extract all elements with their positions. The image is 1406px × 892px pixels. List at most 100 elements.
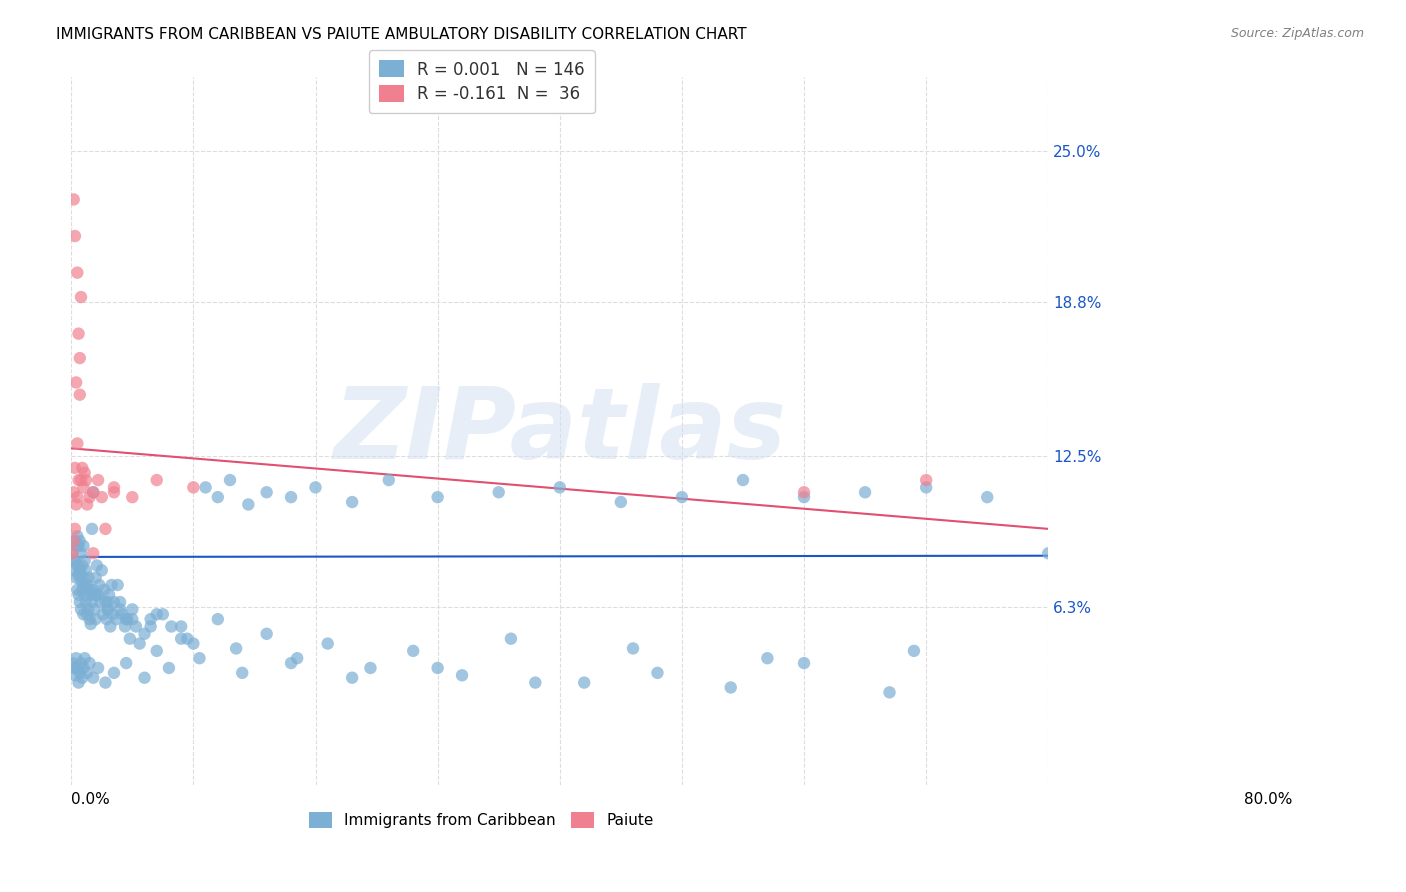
- Point: [67, 568, 90, 582]
- Point: [188, 651, 211, 665]
- Point: [90, 563, 112, 577]
- Point: [69, 351, 91, 365]
- Point: [671, 490, 693, 504]
- Point: [225, 641, 247, 656]
- Point: [152, 607, 174, 622]
- Point: [731, 473, 754, 487]
- Point: [72, 480, 94, 494]
- Point: [160, 619, 183, 633]
- Point: [70, 461, 93, 475]
- Point: [84, 571, 107, 585]
- Point: [94, 675, 117, 690]
- Point: [115, 656, 138, 670]
- Point: [105, 612, 128, 626]
- Point: [67, 326, 90, 341]
- Point: [93, 582, 115, 597]
- Point: [488, 485, 510, 500]
- Point: [67, 588, 90, 602]
- Point: [82, 582, 104, 597]
- Point: [63, 534, 86, 549]
- Point: [69, 563, 91, 577]
- Point: [67, 473, 90, 487]
- Point: [75, 595, 97, 609]
- Point: [97, 602, 120, 616]
- Point: [183, 636, 205, 650]
- Point: [176, 632, 198, 646]
- Point: [77, 602, 100, 616]
- Point: [548, 480, 571, 494]
- Point: [77, 571, 100, 585]
- Point: [66, 558, 89, 573]
- Point: [87, 473, 110, 487]
- Point: [90, 490, 112, 504]
- Point: [170, 619, 193, 633]
- Point: [94, 522, 117, 536]
- Point: [94, 595, 117, 609]
- Point: [207, 612, 229, 626]
- Point: [1038, 546, 1060, 560]
- Point: [145, 644, 167, 658]
- Point: [66, 582, 89, 597]
- Point: [194, 480, 217, 494]
- Point: [97, 602, 120, 616]
- Point: [340, 671, 363, 685]
- Point: [72, 539, 94, 553]
- Point: [63, 229, 86, 244]
- Point: [139, 612, 162, 626]
- Point: [75, 563, 97, 577]
- Point: [89, 578, 111, 592]
- Point: [793, 490, 815, 504]
- Point: [108, 602, 131, 616]
- Point: [118, 632, 141, 646]
- Point: [280, 656, 302, 670]
- Point: [145, 607, 167, 622]
- Point: [66, 266, 89, 280]
- Point: [75, 578, 97, 592]
- Point: [793, 485, 815, 500]
- Point: [86, 558, 108, 573]
- Point: [70, 290, 93, 304]
- Point: [280, 490, 302, 504]
- Point: [915, 480, 938, 494]
- Point: [256, 485, 278, 500]
- Point: [76, 578, 98, 592]
- Point: [170, 632, 193, 646]
- Point: [70, 573, 93, 587]
- Point: [524, 675, 547, 690]
- Point: [610, 495, 633, 509]
- Point: [72, 661, 94, 675]
- Point: [70, 546, 93, 560]
- Point: [75, 473, 97, 487]
- Text: ZIPatlas: ZIPatlas: [333, 383, 786, 480]
- Point: [90, 595, 112, 609]
- Point: [62, 661, 84, 675]
- Point: [69, 595, 91, 609]
- Point: [70, 558, 93, 573]
- Point: [101, 607, 124, 622]
- Point: [83, 602, 105, 616]
- Point: [378, 473, 401, 487]
- Point: [82, 485, 104, 500]
- Point: [304, 480, 326, 494]
- Point: [79, 582, 101, 597]
- Point: [69, 665, 91, 680]
- Point: [62, 193, 84, 207]
- Point: [76, 665, 98, 680]
- Point: [134, 671, 156, 685]
- Point: [117, 612, 139, 626]
- Point: [402, 644, 425, 658]
- Point: [84, 588, 107, 602]
- Point: [499, 632, 522, 646]
- Point: [103, 595, 125, 609]
- Point: [121, 490, 143, 504]
- Point: [69, 534, 91, 549]
- Point: [80, 595, 103, 609]
- Point: [84, 612, 107, 626]
- Point: [63, 461, 86, 475]
- Point: [87, 661, 110, 675]
- Point: [720, 681, 742, 695]
- Point: [63, 668, 86, 682]
- Point: [426, 661, 449, 675]
- Point: [72, 571, 94, 585]
- Point: [879, 685, 901, 699]
